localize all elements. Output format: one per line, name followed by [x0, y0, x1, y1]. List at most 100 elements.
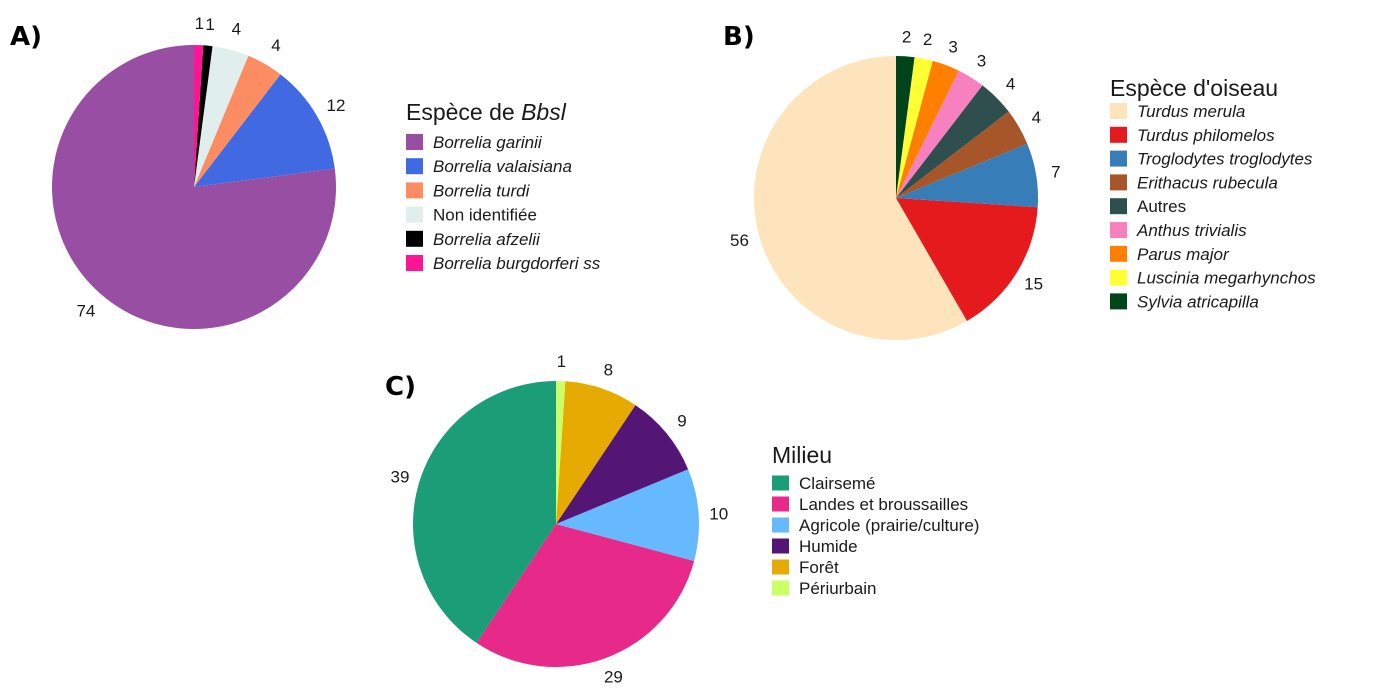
- legend-a-items: Borrelia garinii Borrelia valaisiana Borre…: [406, 133, 601, 273]
- legend-label: Borrelia turdi: [433, 181, 531, 200]
- legend-label: Landes et broussailles: [799, 495, 968, 514]
- legend-label: Périurbain: [799, 579, 877, 598]
- slice-value-label: 2: [902, 27, 911, 46]
- panel-c: C) 39 29 10 9 8 1 Milieu Clairsemé Landes et b…: [385, 352, 979, 686]
- pie-slice: [194, 44, 204, 187]
- legend-label: Sylvia atricapilla: [1137, 292, 1259, 311]
- slice-value-label: 8: [604, 361, 613, 380]
- legend-swatch: [406, 206, 423, 223]
- legend-swatch: [1110, 174, 1127, 191]
- legend-swatch: [1110, 126, 1127, 143]
- legend-swatch: [772, 559, 789, 575]
- slice-value-label: 4: [1006, 74, 1015, 93]
- legend-label: Clairsemé: [799, 474, 876, 493]
- legend-label: Autres: [1137, 197, 1186, 216]
- legend-label: Anthus trivialis: [1136, 221, 1247, 240]
- legend-a-title-text: Espèce de: [406, 99, 521, 125]
- pie-slice: [896, 57, 933, 199]
- legend-label: Luscinia megarhynchos: [1137, 269, 1316, 288]
- legend-swatch: [1110, 198, 1127, 215]
- slice-value-label: 15: [1024, 275, 1043, 294]
- legend-swatch: [406, 255, 423, 271]
- legend-swatch: [1110, 103, 1127, 119]
- pie-slice: [556, 405, 689, 524]
- legend-swatch: [406, 158, 423, 175]
- legend-c: Milieu Clairsemé Landes et broussailles Ag…: [772, 442, 979, 598]
- legend-c-title: Milieu: [772, 442, 832, 468]
- legend-label: Non identifiée: [433, 206, 537, 225]
- legend-c-items: Clairsemé Landes et broussailles Agricole …: [772, 474, 979, 598]
- pie-slice: [194, 46, 249, 188]
- pie-slice: [52, 45, 337, 329]
- legend-label: Borrelia garinii: [433, 133, 543, 152]
- legend-label: Borrelia burgdorferi ss: [433, 254, 601, 273]
- legend-a-title: Espèce de Bbsl: [406, 99, 567, 125]
- slice-value-label: 29: [604, 668, 623, 687]
- pie-slice: [896, 111, 1028, 198]
- panel-b-letter: B): [723, 22, 755, 52]
- panel-c-letter: C): [385, 372, 416, 402]
- legend-b-items: Turdus merula Turdus philomelos Troglodyte…: [1110, 102, 1316, 311]
- legend-swatch: [1110, 245, 1127, 262]
- slice-value-label: 2: [923, 30, 932, 49]
- pie-slice: [896, 143, 1039, 208]
- legend-label: Agricole (prairie/culture): [799, 516, 979, 535]
- slice-value-label: 4: [271, 36, 280, 55]
- pie-slice: [556, 381, 636, 524]
- pie-b: [754, 55, 1039, 340]
- slice-value-label: 1: [557, 352, 566, 371]
- pie-slice: [476, 524, 695, 668]
- pie-slice: [896, 198, 1038, 321]
- slice-value-label: 4: [232, 20, 241, 39]
- pie-slice: [896, 60, 959, 199]
- legend-label: Erithacus rubecula: [1137, 173, 1278, 192]
- pie-slice: [194, 45, 213, 187]
- slice-value-label: 74: [76, 301, 95, 320]
- legend-label: Turdus philomelos: [1137, 126, 1275, 145]
- legend-swatch: [772, 475, 789, 491]
- legend-label: Troglodytes troglodytes: [1137, 150, 1313, 169]
- legend-swatch: [406, 230, 423, 247]
- legend-swatch: [406, 182, 423, 199]
- slice-value-label: 3: [977, 51, 986, 70]
- pie-slice: [556, 469, 699, 562]
- pie-slice: [896, 70, 983, 198]
- legend-swatch: [772, 496, 789, 512]
- legend-label: Borrelia valaisiana: [433, 157, 572, 176]
- pie-slice: [896, 85, 1009, 198]
- pie-slice: [896, 55, 915, 198]
- legend-b-title: Espèce d'oiseau: [1110, 75, 1278, 101]
- pie-a: [52, 44, 337, 329]
- pie-c: [412, 381, 699, 668]
- legend-swatch: [772, 517, 789, 533]
- slice-value-label: 4: [1032, 108, 1041, 127]
- pie-slice: [194, 74, 335, 187]
- pie-c-labels: 39 29 10 9 8 1: [391, 352, 729, 686]
- legend-label: Turdus merula: [1137, 102, 1245, 121]
- legend-a-title-italic: Bbsl: [521, 99, 567, 125]
- panel-a-letter: A): [10, 22, 42, 52]
- legend-label: Forêt: [799, 558, 839, 577]
- slice-value-label: 1: [205, 15, 214, 34]
- legend-b: Espèce d'oiseau Turdus merula Turdus phil…: [1110, 75, 1316, 311]
- slice-value-label: 10: [709, 504, 728, 523]
- legend-label: Humide: [799, 537, 858, 556]
- slice-value-label: 7: [1051, 163, 1060, 182]
- pie-slice: [754, 56, 967, 340]
- slice-value-label: 56: [730, 231, 749, 250]
- slice-value-label: 1: [195, 14, 204, 33]
- legend-label: Borrelia afzelii: [433, 230, 541, 249]
- legend-swatch: [406, 134, 423, 150]
- legend-label: Parus major: [1137, 245, 1230, 264]
- pie-slice: [556, 381, 566, 524]
- legend-swatch: [772, 538, 789, 554]
- legend-swatch: [1110, 222, 1127, 238]
- legend-swatch: [1110, 293, 1127, 310]
- legend-swatch: [1110, 150, 1127, 167]
- legend-a: Espèce de Bbsl Borrelia gariniiBorrelia …: [406, 99, 601, 273]
